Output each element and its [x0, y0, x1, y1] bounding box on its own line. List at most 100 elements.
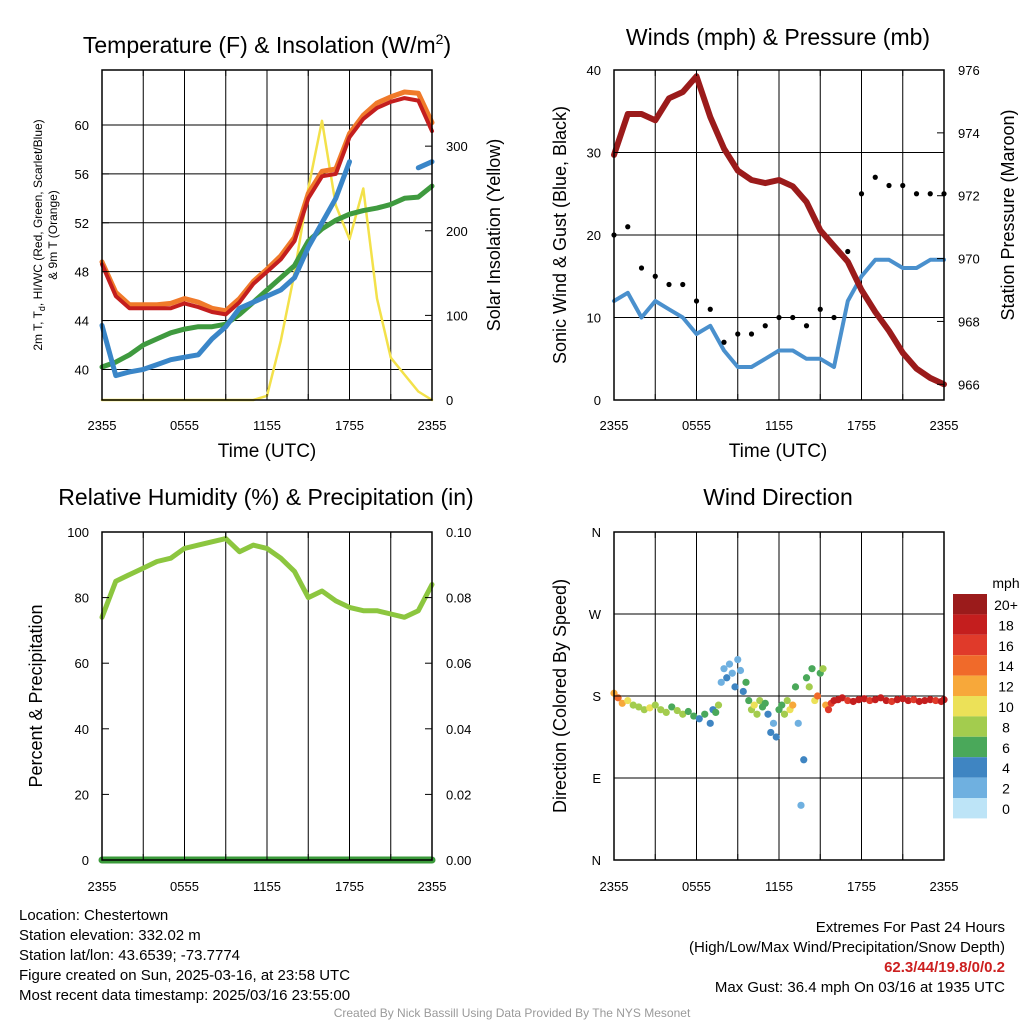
direction-point	[723, 674, 731, 682]
rh-grid	[142, 532, 392, 860]
pressure-ticks: 966 968 970 972 974 976	[937, 63, 980, 392]
y-tick-label: W	[589, 607, 602, 622]
direction-point	[646, 704, 654, 712]
dir-xticks: 2355 0555 1155 1755 2355	[600, 532, 959, 894]
x-tick-label: 2355	[930, 418, 959, 433]
rh-panel: Relative Humidity (%) & Precipitation (i…	[26, 484, 474, 894]
x-tick-label: 2355	[88, 418, 117, 433]
direction-point	[640, 706, 648, 714]
direction-point	[772, 733, 780, 741]
y2-tick-label: 0.08	[446, 591, 471, 606]
x-tick-label: 0555	[682, 418, 711, 433]
gust-point	[707, 306, 713, 312]
x-tick-label: 0555	[682, 879, 711, 894]
direction-point	[824, 706, 833, 714]
legend-swatch	[953, 798, 987, 819]
direction-point	[871, 696, 879, 704]
gust-point	[693, 298, 700, 304]
legend-swatch	[953, 757, 987, 778]
direction-point	[618, 699, 626, 707]
y-tick-label: 40	[75, 722, 89, 737]
direction-point	[783, 696, 791, 705]
gust-point	[872, 174, 878, 180]
y2-tick-label: 970	[958, 252, 980, 267]
temp-line	[100, 96, 434, 317]
x-tick-label: 1155	[253, 418, 281, 433]
direction-point	[877, 694, 885, 702]
direction-point	[800, 756, 808, 764]
dir-points	[610, 655, 948, 809]
direction-point	[761, 699, 769, 707]
legend-swatch	[953, 634, 987, 656]
direction-point	[904, 696, 912, 705]
y-tick-label: 20	[75, 787, 89, 802]
gust-point	[858, 191, 865, 197]
x-tick-label: 0555	[170, 418, 199, 433]
extremes-subtitle: (High/Low/Max Wind/Precipitation/Snow De…	[689, 939, 1005, 956]
legend-label: 18	[998, 617, 1014, 633]
direction-point	[717, 678, 725, 686]
y2-tick-label: 0.10	[446, 525, 471, 540]
legend-swatch	[953, 696, 987, 717]
y2-tick-label: 976	[958, 63, 980, 78]
legend-swatch	[953, 655, 987, 676]
y2-tick-label: 100	[446, 308, 468, 323]
location-text: Location: Chestertown	[19, 907, 169, 924]
y-tick-label: 0	[82, 853, 89, 868]
direction-point	[706, 719, 714, 727]
legend-swatch	[953, 736, 987, 758]
direction-point	[797, 801, 805, 809]
dir-grid	[614, 531, 944, 861]
temp-yticks: 40 44 48 52 56 60	[75, 118, 109, 377]
rh-line	[99, 536, 435, 620]
direction-point	[899, 695, 907, 703]
dir-yticks: N E S W N	[589, 525, 621, 868]
legend-label: 8	[1002, 719, 1010, 735]
y-tick-label: 10	[587, 311, 601, 326]
direction-point	[734, 655, 742, 664]
x-tick-label: 2355	[600, 418, 629, 433]
legend-swatch	[953, 594, 987, 615]
direction-point	[742, 678, 750, 686]
x-tick-label: 1155	[253, 879, 281, 894]
legend-label: 20+	[994, 597, 1018, 613]
direction-point	[805, 683, 813, 691]
y-tick-label: 100	[67, 525, 89, 540]
direction-point	[668, 703, 676, 711]
y-tick-label: 60	[75, 118, 89, 133]
legend-swatch	[953, 777, 987, 798]
temperature-panel: Temperature (F) & Insolation (W/m2) 2355…	[31, 31, 504, 462]
direction-point	[882, 696, 890, 705]
extremes-title: Extremes For Past 24 Hours	[815, 919, 1005, 936]
windchill-line	[99, 159, 435, 379]
legend-label: 16	[998, 638, 1014, 654]
temp-grid	[102, 70, 432, 400]
direction-point	[866, 696, 874, 705]
y2-tick-label: 968	[958, 314, 980, 329]
dir-ylabel: Direction (Colored By Speed)	[550, 579, 570, 813]
temp-title: Temperature (F) & Insolation (W/m2)	[83, 31, 451, 58]
direction-point	[893, 696, 901, 704]
y2-tick-label: 972	[958, 189, 980, 204]
direction-point	[635, 703, 643, 711]
temp-xticks: 2355 0555 1155 1755 2355	[88, 70, 446, 433]
direction-point	[629, 701, 637, 709]
direction-point	[651, 701, 659, 709]
y2-tick-label: 0.06	[446, 656, 471, 671]
gust-point	[831, 314, 837, 321]
gust-point	[721, 339, 727, 345]
x-tick-label: 1155	[765, 879, 793, 894]
gust-point	[776, 314, 782, 321]
y2-tick-label: 0.02	[446, 787, 471, 802]
station-info: Location: Chestertown Station elevation:…	[19, 906, 350, 1006]
direction-point	[750, 701, 758, 709]
direction-point	[888, 697, 896, 706]
x-tick-label: 2355	[930, 879, 959, 894]
wind-xlabel: Time (UTC)	[729, 441, 828, 462]
direction-point	[838, 694, 846, 702]
direction-point	[712, 708, 720, 717]
legend-label: 0	[1002, 801, 1010, 817]
temp-ylabel-9m: & 9m T (Orange)	[46, 190, 60, 280]
gust-point	[638, 265, 645, 271]
direction-point	[780, 710, 789, 718]
